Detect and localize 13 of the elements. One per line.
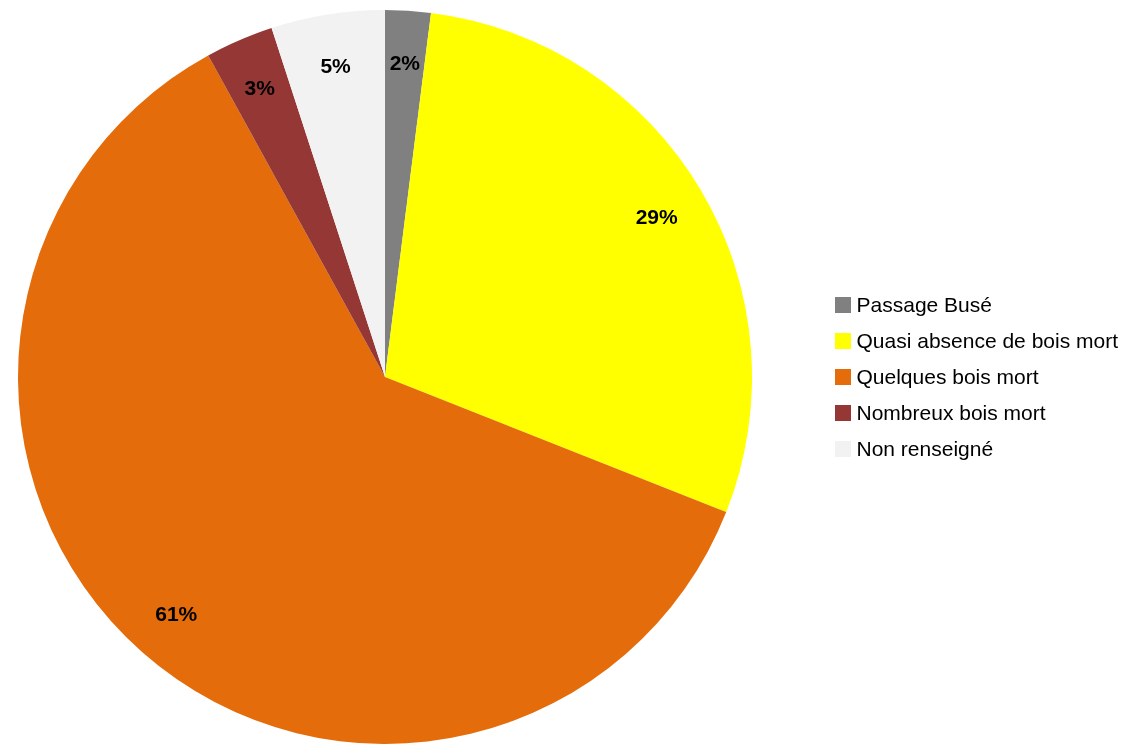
pie-slice	[208, 27, 385, 377]
legend-label: Non renseigné	[856, 436, 994, 462]
pie-slice	[385, 12, 752, 513]
pie-slice	[18, 55, 727, 744]
data-label: 5%	[320, 53, 352, 77]
legend-label: Nombreux bois mort	[856, 400, 1046, 426]
legend-label: Quelques bois mort	[856, 364, 1039, 390]
data-label: 29%	[635, 204, 679, 228]
data-label: 3%	[244, 75, 276, 99]
legend-label: Passage Busé	[856, 292, 992, 318]
legend-label: Quasi absence de bois mort	[856, 328, 1118, 354]
data-label: 61%	[155, 602, 198, 626]
data-label: 2%	[389, 50, 421, 74]
